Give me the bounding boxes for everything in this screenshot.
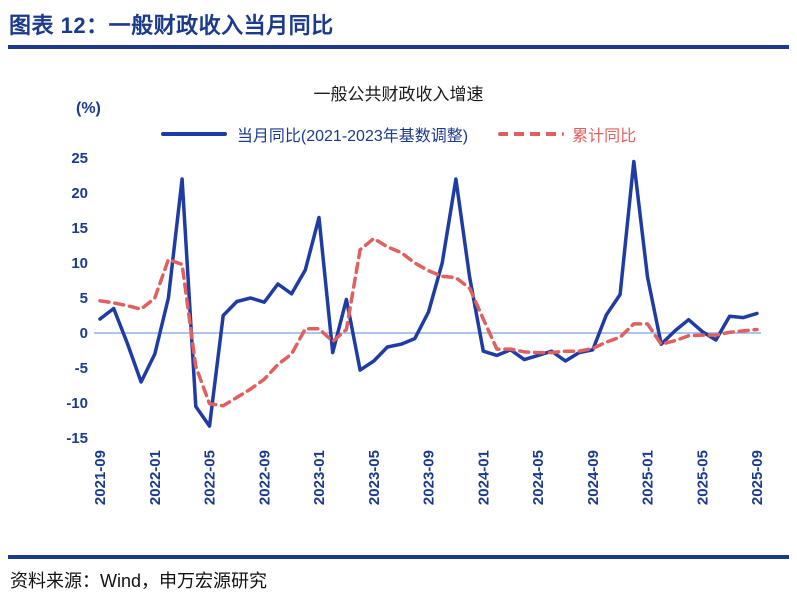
x-axis-tick-label: 2022-01 [147, 450, 164, 505]
footer-divider [8, 555, 789, 559]
y-axis-tick-label: -10 [66, 395, 88, 412]
monthly-series-legend-line [160, 132, 227, 136]
chart-title: 一般公共财政收入增速 [313, 85, 484, 104]
y-axis-tick-label: 10 [71, 255, 88, 272]
cumulative-series-legend-line [498, 132, 565, 136]
y-axis-tick-label: 15 [71, 220, 88, 237]
chart-legend: 当月同比(2021-2023年基数调整) 累计同比 [0, 122, 797, 146]
y-axis-tick-label: 25 [71, 150, 88, 167]
x-axis-tick-label: 2025-09 [749, 450, 766, 505]
monthly-series-legend-label: 当月同比(2021-2023年基数调整) [236, 128, 469, 145]
x-axis-tick-label: 2023-09 [421, 450, 438, 505]
series-line-1 [98, 236, 759, 408]
data-source: 资料来源：Wind，申万宏源研究 [10, 571, 268, 591]
x-axis-tick-label: 2023-01 [311, 450, 328, 505]
y-axis-tick-label: 0 [80, 325, 88, 342]
x-axis-tick-label: 2022-09 [256, 450, 273, 505]
y-axis-unit-label: (%) [76, 100, 101, 117]
x-axis-tick-label: 2024-01 [475, 450, 492, 505]
x-axis-tick-label: 2025-01 [640, 450, 657, 505]
x-axis-tick-label: 2025-05 [694, 450, 711, 505]
x-axis-tick-label: 2024-09 [585, 450, 602, 505]
series-line-0 [98, 159, 759, 428]
y-axis-tick-label: -15 [66, 430, 88, 447]
cumulative-series-legend-label: 累计同比 [572, 128, 637, 145]
x-axis-tick-label: 2024-05 [530, 450, 547, 505]
x-axis-tick-label: 2021-09 [92, 450, 109, 505]
x-axis-tick-label: 2023-05 [366, 450, 383, 505]
y-axis-tick-label: -5 [75, 360, 88, 377]
y-axis-tick-label: 20 [71, 185, 88, 202]
header-divider [8, 45, 789, 49]
y-axis-tick-label: 5 [80, 290, 88, 307]
figure-title: 图表 12：一般财政收入当月同比 [9, 13, 334, 38]
x-axis-tick-label: 2022-05 [202, 450, 219, 505]
